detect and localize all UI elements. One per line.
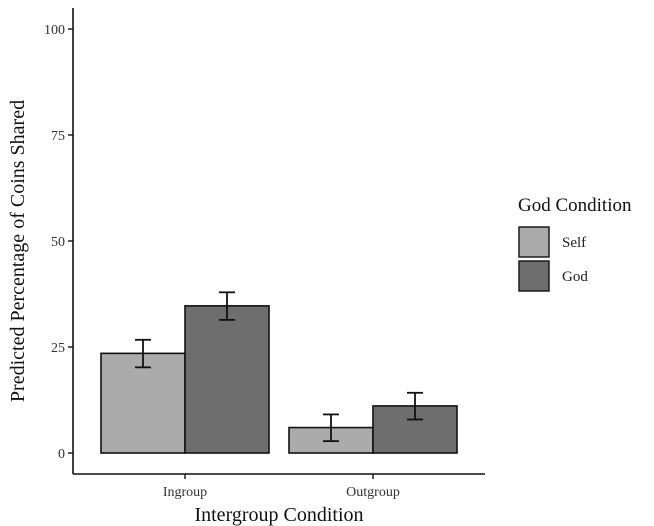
y-tick-label: 50 bbox=[51, 235, 65, 250]
y-axis-ticks: 0 25 50 75 100 bbox=[44, 23, 73, 462]
bar-ingroup-self bbox=[100, 352, 186, 454]
legend-title: God Condition bbox=[518, 195, 632, 216]
legend-items: Self God bbox=[518, 226, 588, 292]
y-axis-title: Predicted Percentage of Coins Shared bbox=[7, 100, 29, 402]
x-axis-ticks: Ingroup Outgroup bbox=[163, 474, 400, 500]
legend-label-self: Self bbox=[562, 235, 586, 251]
y-tick-label: 25 bbox=[51, 341, 65, 356]
error-bars bbox=[135, 291, 423, 443]
error-bar-ingroup-self bbox=[135, 338, 151, 369]
x-tick-label: Ingroup bbox=[163, 485, 207, 500]
legend-swatch-self bbox=[518, 226, 550, 258]
legend: God Condition Self God bbox=[518, 195, 632, 292]
bar-ingroup-god bbox=[184, 305, 270, 454]
error-bar-outgroup-self bbox=[323, 413, 339, 443]
y-tick-label: 75 bbox=[51, 129, 65, 144]
y-tick-label: 0 bbox=[58, 447, 65, 462]
error-bar-outgroup-god bbox=[407, 391, 423, 421]
legend-swatch-god bbox=[518, 260, 550, 292]
x-tick-label: Outgroup bbox=[346, 485, 400, 500]
error-bar-ingroup-god bbox=[219, 291, 235, 321]
y-tick-label: 100 bbox=[44, 23, 65, 38]
bar-outgroup-god bbox=[372, 405, 458, 454]
bars bbox=[100, 305, 458, 454]
x-axis-title: Intergroup Condition bbox=[194, 504, 363, 526]
legend-label-god: God bbox=[562, 269, 588, 285]
